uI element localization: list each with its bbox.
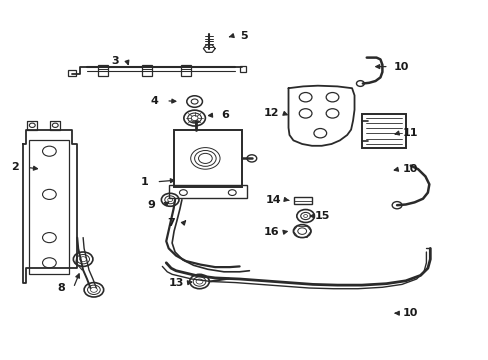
Text: 10: 10: [402, 164, 418, 174]
Text: 14: 14: [265, 195, 281, 205]
Text: 15: 15: [314, 211, 330, 221]
Text: 5: 5: [240, 31, 248, 41]
Bar: [168, 185, 246, 198]
Text: 9: 9: [147, 200, 155, 210]
Text: 12: 12: [263, 108, 279, 118]
Bar: [173, 130, 242, 187]
Text: 2: 2: [11, 162, 19, 172]
Text: 13: 13: [168, 278, 183, 288]
Text: 10: 10: [402, 308, 418, 318]
Bar: [361, 114, 405, 148]
Bar: [142, 65, 151, 76]
Text: 6: 6: [221, 110, 228, 120]
Text: 16: 16: [263, 227, 279, 237]
Bar: [239, 66, 246, 72]
Bar: [29, 140, 69, 274]
Bar: [181, 65, 190, 76]
Bar: [98, 65, 107, 76]
Text: 8: 8: [57, 283, 65, 293]
Text: 3: 3: [111, 56, 119, 66]
Bar: [294, 197, 311, 204]
Text: 10: 10: [392, 62, 408, 72]
Text: 1: 1: [140, 177, 148, 187]
Text: 4: 4: [150, 96, 158, 106]
Text: 11: 11: [402, 128, 418, 138]
Bar: [68, 70, 76, 76]
Text: 7: 7: [167, 218, 175, 228]
